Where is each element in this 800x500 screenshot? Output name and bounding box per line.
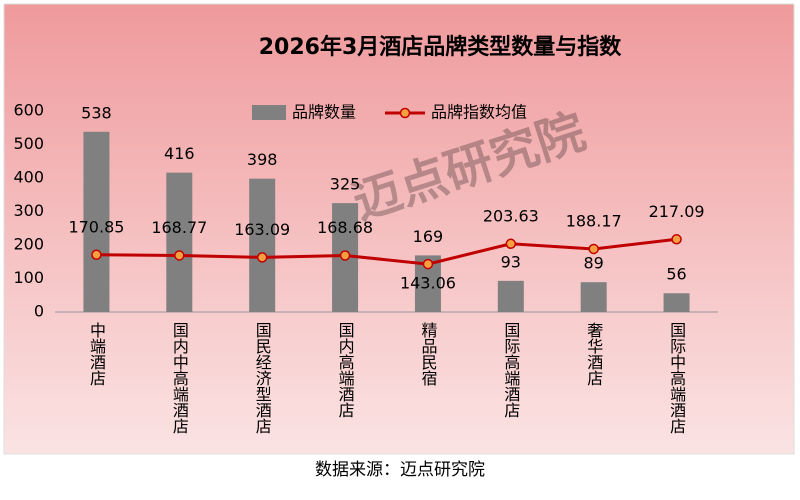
x-tick-label: 精品民宿 — [418, 322, 437, 386]
line-value-label: 143.06 — [400, 274, 456, 293]
line-marker — [505, 238, 517, 250]
x-tick-label: 奢华酒店 — [584, 322, 603, 386]
y-tick-label: 600 — [13, 101, 44, 120]
line-value-label: 163.09 — [234, 220, 290, 239]
y-tick-label: 0 — [34, 302, 44, 321]
bar-value-label: 538 — [81, 103, 112, 122]
line-value-label: 170.85 — [68, 217, 124, 236]
bar-value-label: 169 — [413, 227, 444, 246]
x-tick-label: 中端酒店 — [87, 322, 106, 386]
x-tick-label: 国内中高端酒店 — [170, 322, 189, 434]
line-value-label: 217.09 — [649, 202, 705, 221]
bar-value-label: 416 — [164, 144, 195, 163]
line-marker — [422, 258, 434, 270]
bar — [166, 172, 193, 312]
y-tick-label: 200 — [13, 235, 44, 254]
x-tick-label: 国内高端酒店 — [336, 322, 355, 418]
legend-label: 品牌指数均值 — [431, 103, 527, 122]
bar-value-label: 93 — [501, 252, 521, 271]
bar-value-label: 398 — [247, 150, 278, 169]
line-value-label: 168.77 — [151, 218, 207, 237]
line — [96, 237, 677, 266]
legend-swatch — [252, 105, 286, 120]
x-tick-label: 国民经济型酒店 — [253, 322, 272, 434]
y-tick-label: 400 — [13, 168, 44, 187]
x-tick-label: 国际高端酒店 — [501, 322, 520, 418]
bar-value-label: 89 — [584, 254, 604, 273]
legend-swatch — [399, 107, 411, 119]
line-marker — [174, 250, 185, 261]
chart-title: 2026年3月酒店品牌类型数量与指数 — [259, 34, 623, 60]
bar-value-label: 56 — [666, 265, 686, 284]
y-tick-label: 500 — [13, 134, 44, 153]
line-marker — [339, 250, 351, 261]
legend-label: 品牌数量 — [292, 103, 356, 122]
plot-background — [3, 3, 795, 455]
bar — [580, 282, 607, 312]
bar — [663, 293, 690, 312]
y-tick-label: 300 — [13, 201, 44, 220]
line-marker — [588, 243, 599, 255]
line-value-label: 203.63 — [483, 206, 539, 225]
x-tick-label: 国际中高端酒店 — [667, 322, 686, 434]
line-value-label: 188.17 — [566, 211, 622, 230]
line-marker — [256, 252, 268, 263]
line-marker — [671, 234, 682, 245]
line-marker — [91, 249, 102, 261]
source: 数据来源：迈点研究院 — [315, 460, 485, 480]
line-value-label: 168.68 — [317, 218, 373, 237]
bar — [497, 280, 524, 312]
bar-value-label: 325 — [330, 175, 361, 194]
y-tick-label: 100 — [13, 268, 44, 287]
bar — [83, 131, 110, 312]
bar — [249, 178, 276, 312]
